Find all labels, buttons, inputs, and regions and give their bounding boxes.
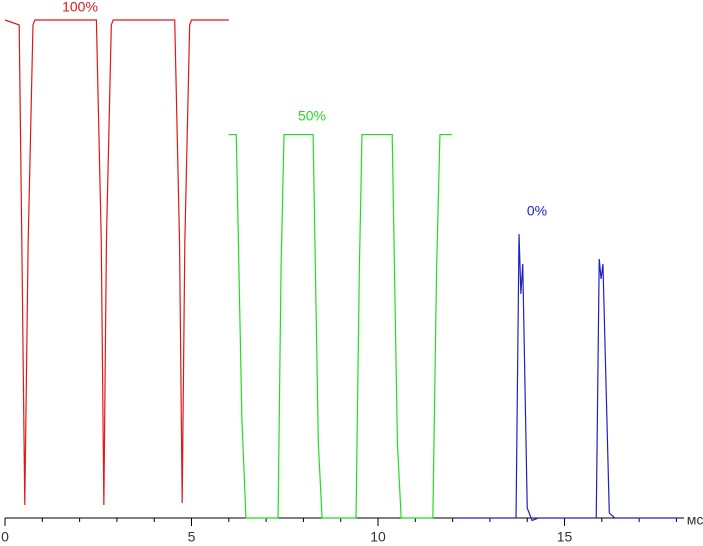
series-line (4, 19, 229, 506)
series-line (228, 133, 452, 519)
series-label: 0% (527, 203, 547, 219)
x-tick-label: 15 (557, 529, 573, 545)
x-tick-label: 0 (1, 529, 9, 545)
x-axis-label: мс (687, 512, 703, 528)
series-line (451, 234, 684, 522)
x-tick-label: 5 (188, 529, 196, 545)
x-tick-label: 10 (370, 529, 386, 545)
series-label: 50% (298, 108, 326, 124)
series-label: 100% (62, 0, 98, 15)
